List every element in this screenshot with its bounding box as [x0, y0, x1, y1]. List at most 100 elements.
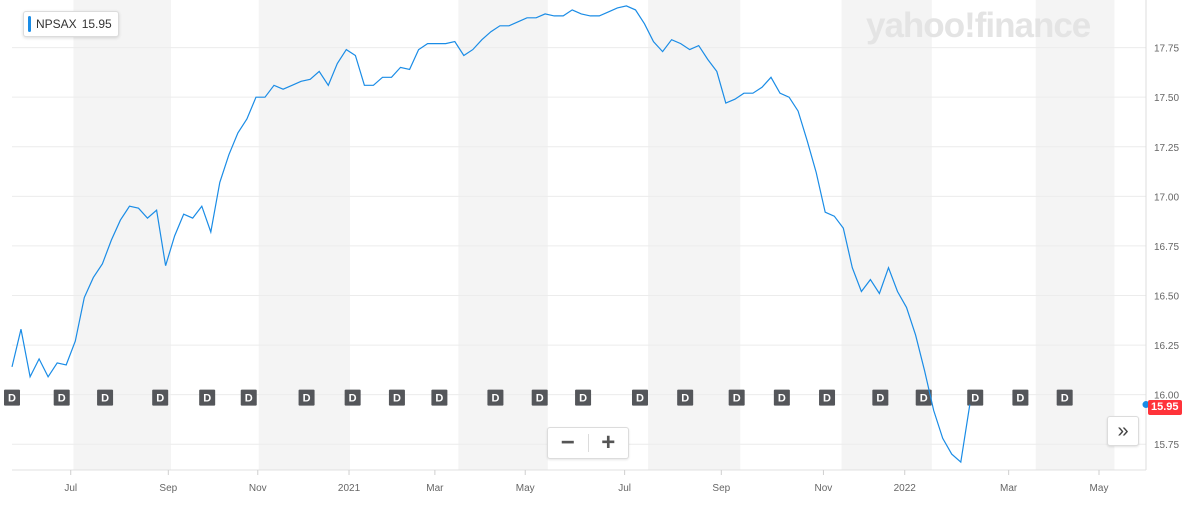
- dividend-marker-label: D: [203, 393, 211, 405]
- x-tick-label: Sep: [712, 483, 730, 494]
- x-axis-labels: Jul Sep Nov 2021 Mar May Jul Sep Nov 2022 Mar May: [64, 470, 1108, 494]
- shaded-band: [648, 0, 741, 470]
- dividend-marker-label: D: [8, 393, 16, 405]
- dividend-marker: D: [1056, 389, 1073, 406]
- dividend-marker: D: [677, 389, 694, 406]
- x-tick-label: May: [1090, 483, 1109, 494]
- dividend-marker-box: [240, 389, 257, 406]
- dividend-marker: D: [1012, 389, 1029, 406]
- dividend-marker-label: D: [491, 393, 499, 405]
- dividend-marker: D: [872, 389, 889, 406]
- double-chevron-right-icon: »: [1117, 419, 1129, 442]
- dividend-marker: D: [575, 389, 592, 406]
- price-series-line: [11, 5, 971, 464]
- dividend-marker-box: [97, 389, 114, 406]
- dividend-marker-label: D: [245, 393, 253, 405]
- dividend-marker-label: D: [636, 393, 644, 405]
- last-price-dot: [1142, 401, 1150, 409]
- x-tick-label: Mar: [426, 483, 444, 494]
- dividend-marker-box: [631, 389, 648, 406]
- dividend-marker-box: [819, 389, 836, 406]
- ticker-symbol: NPSAX: [36, 17, 77, 31]
- dividend-marker-label: D: [823, 393, 831, 405]
- dividend-marker: D: [4, 389, 20, 406]
- dividend-marker-label: D: [733, 393, 741, 405]
- x-tick-label: Nov: [815, 483, 833, 494]
- y-tick-label: 15.75: [1154, 440, 1179, 451]
- dividend-marker-box: [298, 389, 315, 406]
- dividend-marker-label: D: [435, 393, 443, 405]
- dividend-marker-box: [1012, 389, 1029, 406]
- dividend-marker-box: [915, 389, 932, 406]
- dividend-marker-label: D: [536, 393, 544, 405]
- zoom-in-button[interactable]: +: [601, 429, 616, 456]
- y-tick-label: 16.75: [1154, 242, 1179, 253]
- y-tick-label: 17.25: [1154, 143, 1179, 154]
- dividend-marker: D: [388, 389, 405, 406]
- dividend-marker-box: [4, 389, 20, 406]
- dividend-marker: D: [298, 389, 315, 406]
- last-price-tag: 15.95: [1148, 400, 1182, 415]
- dividend-marker: D: [53, 389, 70, 406]
- y-tick-label: 17.00: [1154, 192, 1179, 203]
- zoom-divider: [587, 434, 589, 452]
- dividend-marker-box: [531, 389, 548, 406]
- dividend-marker: D: [152, 389, 169, 406]
- dividend-marker-label: D: [1061, 393, 1069, 405]
- dividend-marker: D: [240, 389, 257, 406]
- dividend-marker-box: [344, 389, 361, 406]
- dividend-marker: D: [967, 389, 984, 406]
- dividend-marker: D: [97, 389, 114, 406]
- dividend-marker-label: D: [101, 393, 109, 405]
- dividend-marker-box: [728, 389, 745, 406]
- x-tick-label: 2022: [894, 483, 917, 494]
- dividend-marker-box: [967, 389, 984, 406]
- x-tick-label: Sep: [159, 483, 177, 494]
- dividend-marker-box: [1056, 389, 1073, 406]
- dividend-marker: D: [199, 389, 216, 406]
- dividend-marker-box: [575, 389, 592, 406]
- x-tick-label: Jul: [618, 483, 631, 494]
- dividend-marker-label: D: [579, 393, 587, 405]
- zoom-out-button[interactable]: −: [560, 429, 575, 456]
- dividend-marker: D: [728, 389, 745, 406]
- y-tick-label: 16.25: [1154, 341, 1179, 352]
- ticker-value: 15.95: [81, 17, 112, 31]
- yahoo-finance-watermark: yahoo!finance: [866, 6, 1091, 45]
- dividend-marker-box: [872, 389, 889, 406]
- dividend-marker-box: [487, 389, 504, 406]
- dividend-marker: D: [631, 389, 648, 406]
- x-tick-label: Mar: [1000, 483, 1018, 494]
- series-color-swatch: [28, 16, 31, 32]
- shaded-band: [1035, 0, 1115, 470]
- x-tick-label: 2021: [338, 483, 361, 494]
- dividend-marker: D: [819, 389, 836, 406]
- scroll-right-button[interactable]: »: [1107, 416, 1139, 446]
- zoom-control: − +: [547, 427, 629, 459]
- dividend-marker-box: [152, 389, 169, 406]
- ticker-legend[interactable]: NPSAX 15.95: [23, 11, 119, 37]
- x-tick-label: May: [516, 483, 535, 494]
- dividend-marker-label: D: [681, 393, 689, 405]
- dividend-marker-box: [773, 389, 790, 406]
- x-tick-label: Jul: [64, 483, 77, 494]
- shaded-month-bands: [73, 0, 1115, 470]
- dividend-marker: D: [773, 389, 790, 406]
- x-tick-label: Nov: [249, 483, 267, 494]
- dividend-marker-label: D: [303, 393, 311, 405]
- dividend-marker-label: D: [349, 393, 357, 405]
- y-tick-label: 16.00: [1154, 391, 1179, 402]
- dividend-marker: D: [431, 389, 448, 406]
- dividend-marker-label: D: [393, 393, 401, 405]
- dividend-marker-box: [677, 389, 694, 406]
- dividend-marker-label: D: [58, 393, 66, 405]
- dividend-marker-label: D: [156, 393, 164, 405]
- y-axis-labels: 15.75 16.00 16.25 16.50 16.75 17.00 17.25 17.50…: [1154, 44, 1179, 452]
- dividend-marker-label: D: [971, 393, 979, 405]
- dividend-marker: D: [344, 389, 361, 406]
- dividend-marker-box: [53, 389, 70, 406]
- dividend-marker-label: D: [876, 393, 884, 405]
- dividend-marker: D: [915, 389, 932, 406]
